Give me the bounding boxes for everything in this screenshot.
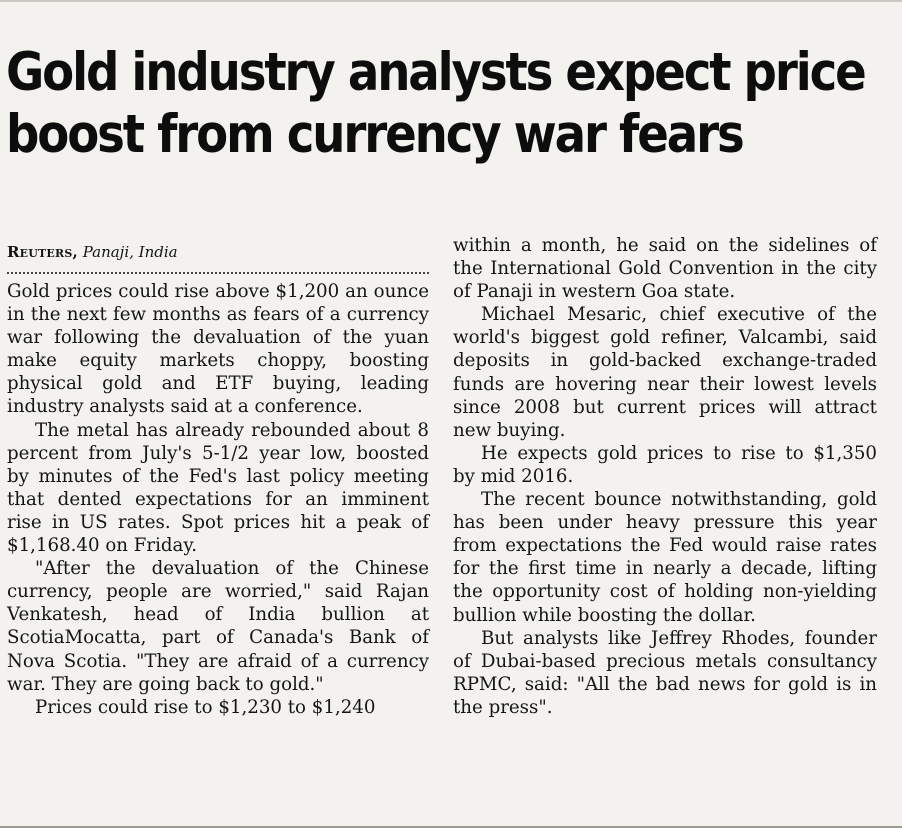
dateline-place: Panaji, India xyxy=(82,243,178,261)
dotted-divider xyxy=(7,272,429,274)
article-paragraph: The metal has already rebounded about 8 … xyxy=(7,419,429,557)
article-column-left: Reuters, Panaji, India Gold prices could… xyxy=(7,242,429,719)
article-paragraph: The recent bounce notwithstanding, gold … xyxy=(453,489,877,626)
article-paragraph: Prices could rise to $1,230 to $1,240 xyxy=(35,696,376,718)
headline: Gold industry analysts expect price boos… xyxy=(6,42,867,166)
article-paragraph: Gold prices could rise above $1,200 an o… xyxy=(7,281,429,418)
headline-line-1: Gold industry analysts expect price xyxy=(6,42,867,103)
dateline: Reuters, Panaji, India xyxy=(7,242,429,264)
headline-line-2: boost from currency war fears xyxy=(6,104,745,165)
article-paragraph: But analysts like Jeffrey Rhodes, founde… xyxy=(453,627,877,718)
article-paragraph: "After the devaluation of the Chinese cu… xyxy=(7,558,429,695)
article-column-right: within a month, he said on the sidelines… xyxy=(453,234,877,719)
article-paragraph: He expects gold prices to rise to $1,350… xyxy=(453,442,877,487)
article-paragraph: Michael Mesaric, chief executive of the … xyxy=(453,304,877,441)
article-paragraph: within a month, he said on the sidelines… xyxy=(453,235,877,303)
news-agency: Reuters, xyxy=(7,243,78,261)
